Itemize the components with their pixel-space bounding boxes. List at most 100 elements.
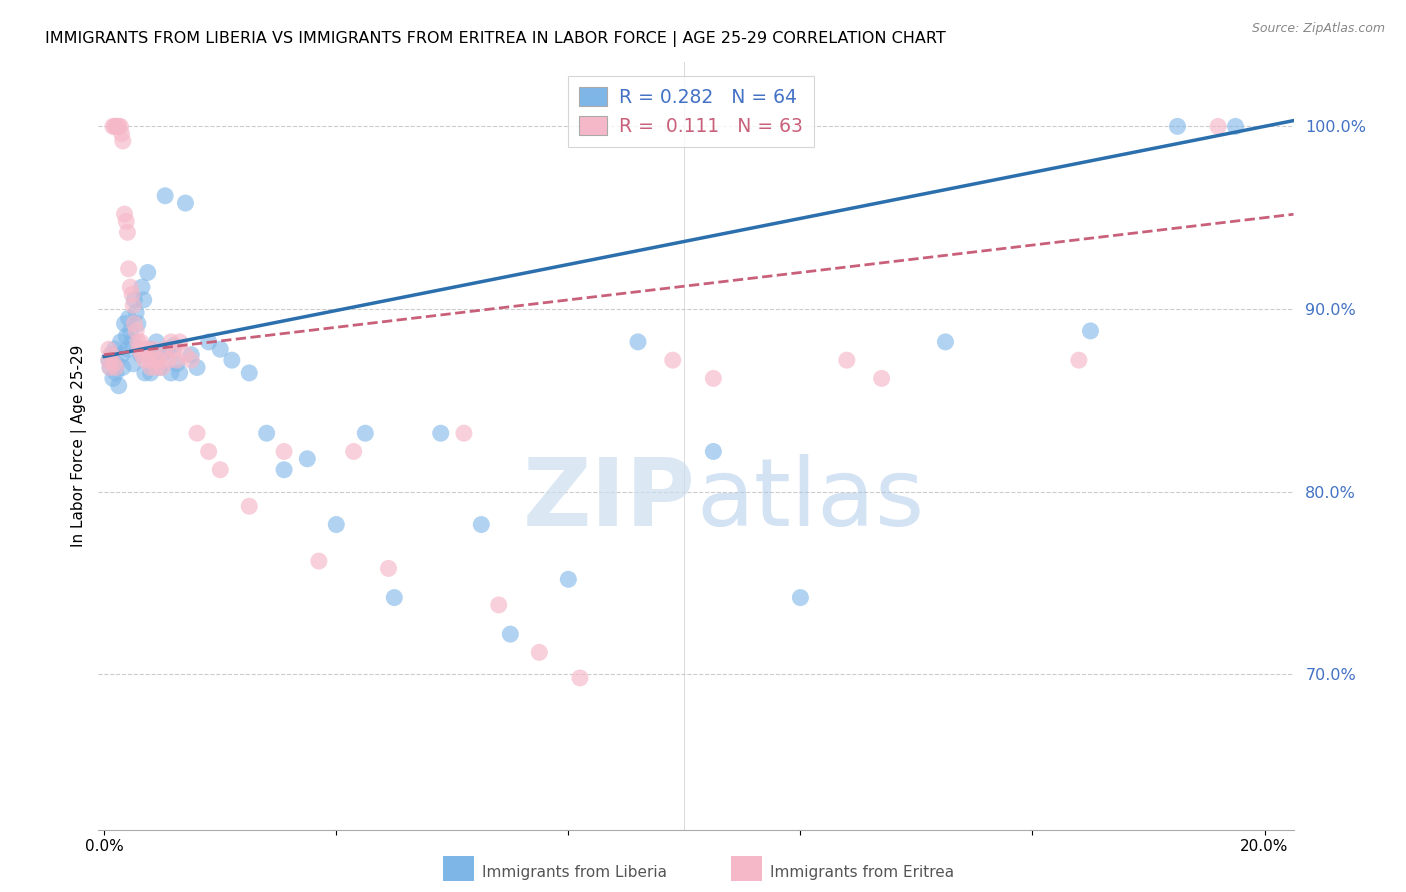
- Point: [122, 357, 145, 371]
- Point: [180, 353, 202, 368]
- Point: [139, 366, 162, 380]
- Point: [238, 500, 260, 514]
- Point: [136, 342, 159, 356]
- Point: [354, 426, 377, 441]
- Point: [627, 334, 650, 349]
- Point: [104, 342, 127, 356]
- Point: [111, 360, 134, 375]
- Point: [157, 353, 180, 368]
- Point: [124, 317, 146, 331]
- Point: [153, 342, 176, 356]
- Point: [148, 360, 170, 375]
- Point: [789, 591, 811, 605]
- Point: [98, 360, 121, 375]
- Point: [132, 293, 155, 307]
- Point: [209, 342, 232, 356]
- Point: [308, 554, 330, 568]
- Point: [702, 371, 724, 385]
- Point: [132, 342, 155, 356]
- Text: ZIP: ZIP: [523, 454, 696, 546]
- Point: [934, 334, 956, 349]
- Point: [131, 348, 153, 362]
- Point: [124, 293, 146, 307]
- Point: [661, 353, 683, 368]
- Point: [343, 444, 366, 458]
- Point: [107, 378, 129, 392]
- Point: [104, 120, 127, 134]
- Point: [1166, 120, 1188, 134]
- Point: [377, 561, 399, 575]
- Point: [529, 645, 551, 659]
- Point: [134, 353, 156, 368]
- Point: [111, 127, 134, 141]
- Point: [127, 334, 149, 349]
- Point: [1067, 353, 1090, 368]
- Point: [100, 348, 122, 362]
- Point: [453, 426, 475, 441]
- Point: [145, 334, 167, 349]
- Y-axis label: In Labor Force | Age 25-29: In Labor Force | Age 25-29: [72, 345, 87, 547]
- Point: [143, 353, 166, 368]
- Point: [169, 366, 191, 380]
- Point: [197, 334, 219, 349]
- Point: [115, 329, 138, 343]
- Point: [125, 306, 148, 320]
- Point: [1080, 324, 1102, 338]
- Point: [129, 334, 152, 349]
- Point: [139, 360, 162, 375]
- Point: [120, 280, 142, 294]
- Point: [186, 426, 208, 441]
- Point: [153, 188, 176, 202]
- Point: [128, 342, 150, 356]
- Text: Source: ZipAtlas.com: Source: ZipAtlas.com: [1251, 22, 1385, 36]
- Point: [568, 671, 591, 685]
- Point: [221, 353, 243, 368]
- Point: [121, 287, 143, 301]
- Point: [160, 334, 183, 349]
- Point: [160, 366, 183, 380]
- Point: [325, 517, 347, 532]
- Point: [103, 357, 125, 371]
- Point: [110, 120, 132, 134]
- Point: [101, 120, 124, 134]
- Point: [174, 196, 197, 211]
- Legend: R = 0.282   N = 64, R =  0.111   N = 63: R = 0.282 N = 64, R = 0.111 N = 63: [568, 76, 814, 147]
- Point: [97, 353, 120, 368]
- Point: [273, 444, 295, 458]
- Point: [125, 324, 148, 338]
- Point: [105, 120, 128, 134]
- Point: [111, 134, 134, 148]
- Point: [256, 426, 278, 441]
- Point: [115, 214, 138, 228]
- Point: [209, 463, 232, 477]
- Point: [186, 360, 208, 375]
- Point: [97, 342, 120, 356]
- Point: [150, 348, 173, 362]
- Point: [129, 348, 152, 362]
- Point: [297, 451, 319, 466]
- Point: [150, 360, 173, 375]
- Point: [148, 353, 170, 368]
- Point: [134, 366, 156, 380]
- Point: [142, 348, 165, 362]
- Point: [117, 311, 139, 326]
- Point: [499, 627, 522, 641]
- Point: [197, 444, 219, 458]
- Point: [1225, 120, 1247, 134]
- Point: [138, 342, 160, 356]
- Point: [142, 342, 165, 356]
- Point: [429, 426, 451, 441]
- Point: [470, 517, 492, 532]
- Point: [114, 317, 136, 331]
- Point: [117, 225, 139, 239]
- Point: [117, 261, 139, 276]
- Point: [117, 342, 139, 356]
- Point: [128, 342, 150, 356]
- Point: [121, 334, 143, 349]
- Point: [382, 591, 405, 605]
- Point: [105, 357, 128, 371]
- Point: [488, 598, 510, 612]
- Point: [163, 338, 186, 352]
- Point: [174, 348, 197, 362]
- Point: [98, 360, 121, 375]
